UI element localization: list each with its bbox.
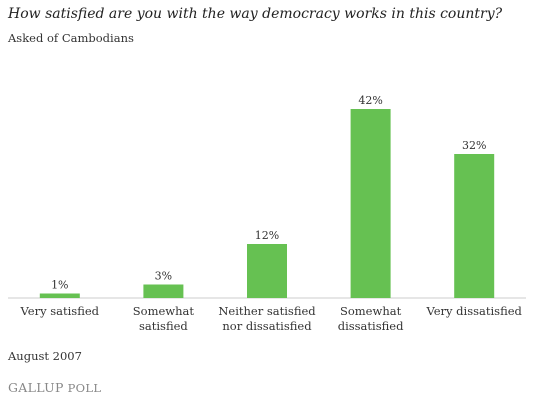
category-label-1: Somewhat satisfied [133, 304, 195, 333]
source-suffix: POLL [63, 381, 102, 395]
data-label-0: 1% [51, 279, 68, 292]
bar-0 [39, 293, 80, 298]
chart-subtitle: Asked of Cambodians [8, 31, 134, 45]
category-label-3: Somewhat dissatisfied [338, 304, 404, 333]
category-label-4: Very dissatisfied [425, 304, 522, 318]
source-logo: GALLUP POLL [8, 380, 101, 395]
chart-title: How satisfied are you with the way democ… [8, 6, 503, 22]
bar-1 [143, 284, 184, 298]
survey-date: August 2007 [8, 349, 82, 363]
bar-4 [454, 154, 495, 298]
source-brand: GALLUP [8, 380, 64, 395]
category-label-0: Very satisfied [20, 304, 100, 318]
data-label-4: 32% [462, 139, 486, 152]
data-label-1: 3% [155, 270, 172, 283]
bar-chart: 1% Very satisfied 3% Somewhat satisfied 12% Ne… [8, 94, 526, 333]
data-label-2: 12% [255, 229, 279, 242]
data-label-3: 42% [358, 94, 382, 107]
bar-3 [350, 109, 391, 298]
bar-2 [247, 244, 287, 298]
category-label-2: Neither satisfied nor dissatisfied [218, 304, 316, 333]
